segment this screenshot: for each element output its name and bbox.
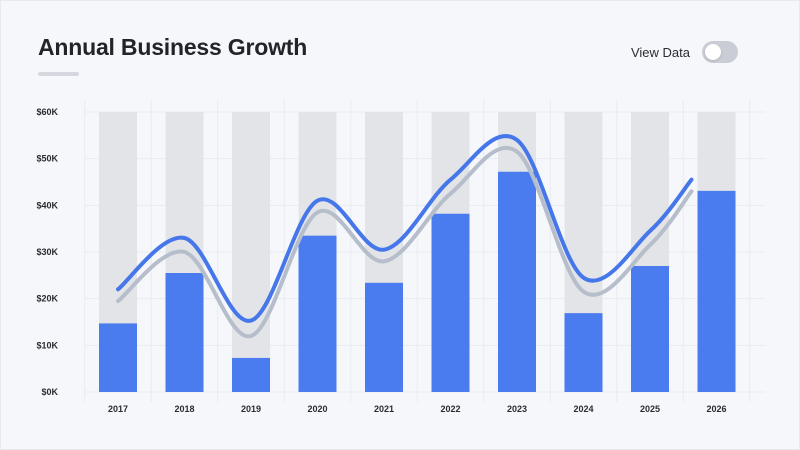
y-tick-label: $40K [36,200,58,210]
x-tick-label: 2023 [507,404,527,414]
bar-2023 [498,171,536,392]
x-tick-label: 2021 [374,404,394,414]
bar-2024 [564,313,603,392]
bars [99,171,736,392]
toggle-knob [705,44,721,60]
y-tick-label: $30K [36,247,58,257]
x-tick-label: 2022 [440,404,460,414]
trend-line-shadow [116,145,694,339]
bar-2020 [298,235,337,392]
bar-2021 [365,282,403,392]
bar-2019 [232,357,270,392]
x-tick-label: 2020 [307,404,327,414]
x-tick-label: 2017 [108,404,128,414]
x-tick-label: 2019 [241,404,261,414]
x-tick-label: 2026 [706,404,726,414]
trend-lines [116,134,694,339]
x-tick-label: 2024 [573,404,593,414]
trend-line-primary [116,134,694,323]
bar-2022 [431,213,470,392]
x-tick-label: 2025 [640,404,660,414]
view-data-toggle[interactable] [702,41,738,63]
bar-2026 [697,190,736,392]
y-tick-label: $0K [41,387,58,397]
y-tick-label: $60K [36,107,58,117]
bar-2018 [165,273,204,392]
bar-background-2019 [232,112,270,392]
bar-2017 [99,323,137,392]
chart-title: Annual Business Growth [38,34,308,60]
view-data-control: View Data [631,41,738,63]
y-tick-label: $20K [36,294,58,304]
bar-2025 [631,266,669,392]
y-tick-label: $50K [36,154,58,164]
view-data-label: View Data [630,44,690,60]
y-tick-label: $10K [36,340,58,350]
title-underline [38,72,79,76]
x-tick-label: 2018 [174,404,194,414]
x-axis-ticks: 2017 2018 2019 2020 2021 2022 2023 2024 2025 2026 [108,404,727,414]
y-axis-ticks: $0K $10K $20K $30K $40K $50K $60K [36,107,58,397]
